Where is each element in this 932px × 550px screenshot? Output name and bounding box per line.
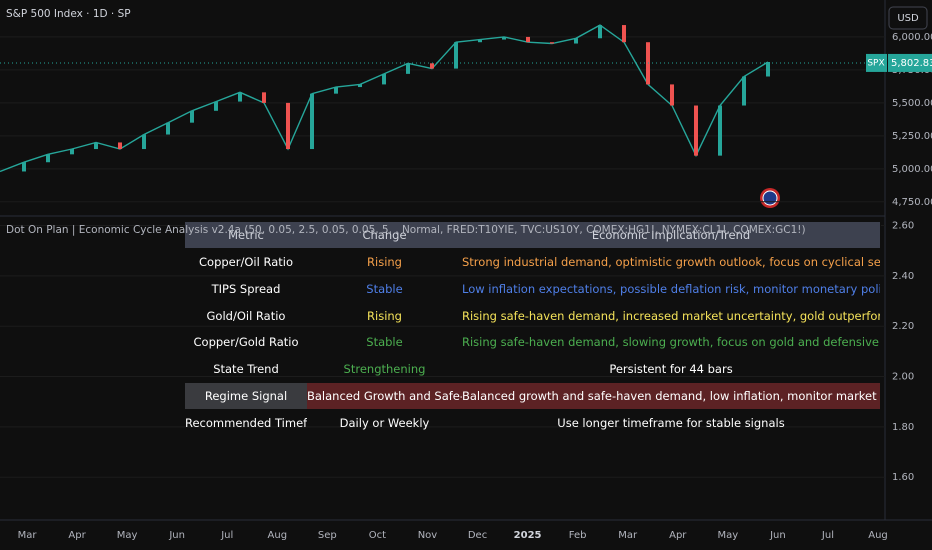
table-cell: Rising safe-haven demand, slowing growth… xyxy=(462,335,880,350)
table-cell: Strengthening xyxy=(343,362,426,377)
price-tick-label: 4,750.00 xyxy=(892,197,932,208)
candle xyxy=(190,110,194,123)
x-tick-label: 2025 xyxy=(514,530,542,541)
x-tick-label: Apr xyxy=(669,530,687,541)
candle xyxy=(526,36,530,43)
event-icon-inner[interactable] xyxy=(762,190,778,206)
currency-button[interactable] xyxy=(888,6,928,30)
last-price-label: 5,802.83 xyxy=(891,58,932,69)
candle xyxy=(166,122,170,135)
table-cell: Daily or Weekly xyxy=(339,415,430,430)
indicator-tick-label: 2.40 xyxy=(892,271,914,282)
x-tick-label: Jul xyxy=(220,530,233,541)
candle xyxy=(670,84,674,106)
table-cell: Rising xyxy=(367,255,402,269)
table-cell: Stable xyxy=(366,281,403,296)
table-cell: Persistent for 44 bars xyxy=(609,362,733,377)
candle xyxy=(286,102,290,150)
candle xyxy=(622,25,626,43)
table-header-cell: Metric xyxy=(185,222,308,248)
x-tick-label: Jun xyxy=(168,530,185,541)
candle xyxy=(694,105,698,156)
x-tick-label: Jun xyxy=(769,530,786,541)
candle xyxy=(118,142,122,150)
indicator-tick-label: 2.00 xyxy=(892,372,914,383)
x-tick-label: Mar xyxy=(18,530,38,541)
candle xyxy=(478,39,482,43)
table-cell: Balanced growth and safe-haven demand, l… xyxy=(462,383,881,409)
table-cell: Use longer timeframe for stable signals xyxy=(557,415,785,430)
price-tick-label: 5,500.00 xyxy=(892,98,932,109)
price-tick-label: 6,000.00 xyxy=(892,32,932,43)
table-cell: Rising xyxy=(367,308,402,323)
candle xyxy=(94,142,98,150)
candle xyxy=(334,87,338,94)
x-tick-label: Sep xyxy=(318,530,337,541)
symbol-badge-text: SPX xyxy=(867,58,884,68)
x-tick-label: Oct xyxy=(369,530,386,541)
x-tick-label: Dec xyxy=(468,530,487,541)
table-cell: Recommended Timeframe xyxy=(185,415,307,430)
candle xyxy=(406,63,410,74)
table-cell: Regime Signal xyxy=(185,383,308,409)
table-cell: Copper/Oil Ratio xyxy=(199,255,293,269)
indicator-tick-label: 1.80 xyxy=(892,422,914,433)
candle xyxy=(70,149,74,155)
table-cell: Rising safe-haven demand, increased mark… xyxy=(462,308,880,323)
currency-label[interactable]: USD xyxy=(897,13,919,24)
symbol-title: S&P 500 Index · 1D · SP xyxy=(6,8,131,20)
candle xyxy=(238,92,242,102)
x-tick-label: Apr xyxy=(68,530,86,541)
candle xyxy=(742,76,746,106)
candle xyxy=(46,154,50,163)
x-tick-label: Jul xyxy=(821,530,834,541)
candle xyxy=(574,38,578,44)
price-tick-label: 5,250.00 xyxy=(892,131,932,142)
indicator-title: Dot On Plan | Economic Cycle Analysis v2… xyxy=(6,224,806,236)
indicator-tick-label: 2.60 xyxy=(892,221,914,232)
candle xyxy=(766,61,770,77)
candle xyxy=(214,101,218,111)
x-tick-label: May xyxy=(117,530,138,541)
table-header-cell: Change xyxy=(307,222,463,248)
indicator-tick-label: 2.20 xyxy=(892,321,914,332)
price-tick-label: 5,000.00 xyxy=(892,164,932,175)
candle xyxy=(550,42,554,44)
candle xyxy=(142,134,146,150)
candle xyxy=(598,25,602,39)
indicator-tick-label: 1.60 xyxy=(892,472,914,483)
candle xyxy=(262,92,266,103)
table-cell: Copper/Gold Ratio xyxy=(193,335,299,350)
table-cell: State Trend xyxy=(213,362,279,377)
candle xyxy=(358,84,362,88)
table-cell: Strong industrial demand, optimistic gro… xyxy=(462,255,880,269)
candle xyxy=(22,162,26,172)
x-tick-label: Mar xyxy=(618,530,638,541)
last-price-box xyxy=(888,53,932,72)
candle xyxy=(310,93,314,150)
table-cell: TIPS Spread xyxy=(211,281,281,296)
symbol-badge xyxy=(866,53,887,72)
x-tick-label: Feb xyxy=(569,530,587,541)
x-tick-label: Aug xyxy=(868,530,888,541)
table-cell: Gold/Oil Ratio xyxy=(206,308,286,323)
candle xyxy=(454,42,458,69)
x-tick-label: May xyxy=(717,530,738,541)
candle xyxy=(502,36,506,40)
x-tick-label: Nov xyxy=(418,530,438,541)
table-header-cell: Economic Implication/Trend xyxy=(462,222,881,248)
candle xyxy=(430,63,434,69)
table-cell: Low inflation expectations, possible def… xyxy=(462,281,880,296)
table-cell: Stable xyxy=(366,335,403,350)
table-cell: Balanced Growth and Safe-Haven xyxy=(307,383,463,409)
x-tick-label: Aug xyxy=(268,530,288,541)
candle xyxy=(718,105,722,156)
candle xyxy=(382,73,386,85)
